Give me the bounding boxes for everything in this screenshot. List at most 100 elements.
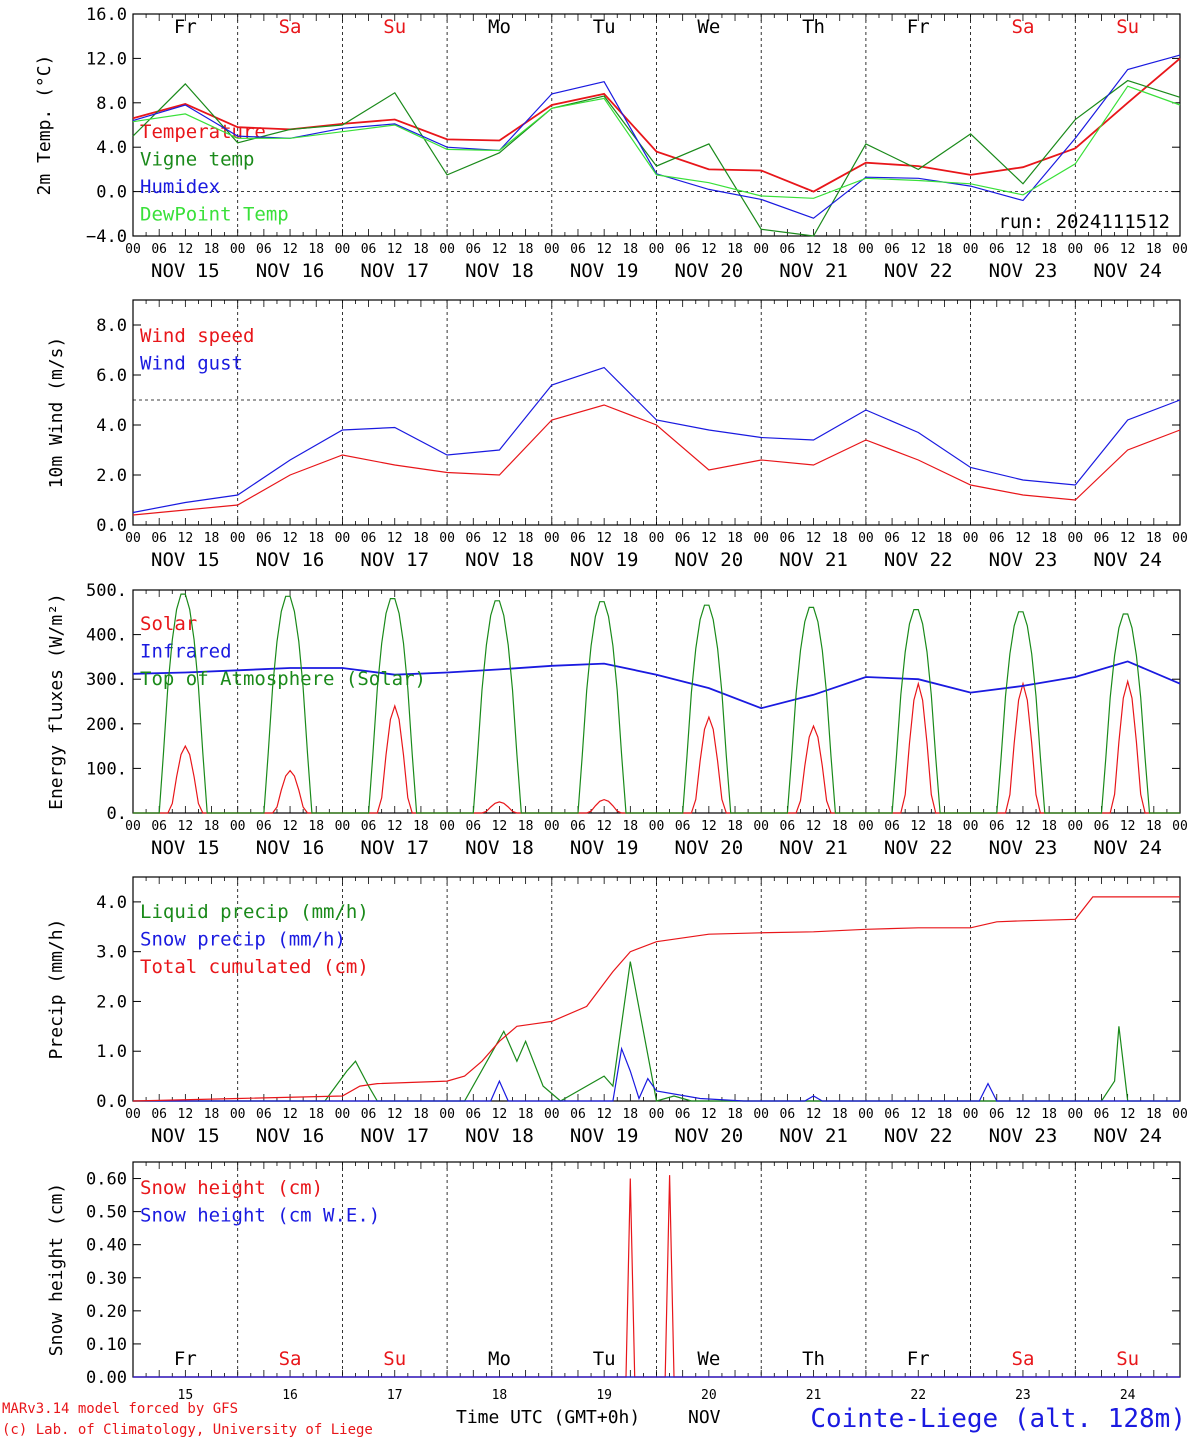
hour-label: 12: [492, 242, 508, 257]
date-label: NOV 18: [465, 260, 534, 282]
hour-label: 18: [727, 531, 743, 546]
series-line: [133, 961, 1180, 1102]
hour-label: 00: [230, 819, 246, 834]
date-label: NOV 18: [465, 549, 534, 571]
hour-label: 18: [1041, 531, 1057, 546]
hour-label: 00: [1172, 1107, 1188, 1122]
y-tick-label: 4.0: [96, 138, 127, 158]
hour-label: 00: [649, 242, 665, 257]
panel-1: −4.0 0.0 4.0 8.0 12.0 16.0 2m Temp. (°C) 00 06 12…: [34, 5, 1188, 282]
hour-label: 00: [753, 1107, 769, 1122]
hour-label: 12: [806, 1107, 822, 1122]
y-tick-label: 4.0: [96, 416, 127, 436]
weekday-label: Su: [1116, 16, 1139, 38]
y-tick-label: 0.0: [96, 516, 127, 536]
day-number: 23: [1015, 1388, 1031, 1403]
y-axis-label: 2m Temp. (°C): [34, 55, 55, 196]
hour-label: 18: [622, 242, 638, 257]
weekday-label: Sa: [279, 1348, 302, 1370]
date-label: NOV 22: [884, 1125, 953, 1147]
legend-label: Infrared: [140, 641, 232, 663]
hour-label: 18: [832, 531, 848, 546]
series-line: [132, 366, 1181, 514]
hour-label: 12: [1120, 819, 1136, 834]
hour-label: 06: [465, 242, 481, 257]
weekday-label: Tu: [593, 16, 616, 38]
date-label: NOV 20: [675, 549, 744, 571]
date-label: NOV 19: [570, 1125, 639, 1147]
hour-label: 18: [937, 1107, 953, 1122]
hour-label: 18: [413, 1107, 429, 1122]
hour-label: 12: [806, 819, 822, 834]
date-label: NOV 17: [360, 549, 429, 571]
hour-label: 00: [1172, 819, 1188, 834]
hour-label: 00: [125, 1107, 141, 1122]
hour-label: 12: [1015, 242, 1031, 257]
hour-label: 18: [308, 819, 324, 834]
hour-label: 12: [701, 531, 717, 546]
weekday-label: Tu: [593, 1348, 616, 1370]
hour-label: 06: [256, 819, 272, 834]
hour-label: 00: [125, 531, 141, 546]
legend-label: DewPoint Temp: [140, 204, 289, 226]
y-tick-label: 3.0: [96, 943, 127, 963]
date-label: NOV 15: [151, 549, 220, 571]
hour-label: 00: [544, 531, 560, 546]
plot-frame: [132, 299, 1181, 526]
y-tick-label: 16.0: [86, 5, 127, 25]
weekday-label: Fr: [174, 1348, 197, 1370]
y-tick-label: 0.60: [86, 1170, 127, 1190]
date-label: NOV 22: [884, 837, 953, 859]
hour-label: 12: [910, 531, 926, 546]
date-label: NOV 24: [1093, 837, 1162, 859]
y-tick-label: 8.0: [96, 316, 127, 336]
y-tick-label: 6.0: [96, 366, 127, 386]
hour-label: 06: [361, 819, 377, 834]
hour-label: 12: [701, 1107, 717, 1122]
y-axis-label: Energy fluxes (W/m²): [46, 593, 67, 810]
y-tick-label: 2.0: [96, 992, 127, 1012]
day-number: 19: [596, 1388, 612, 1403]
date-label: NOV 15: [151, 1125, 220, 1147]
hour-label: 06: [151, 531, 167, 546]
hour-label: 00: [1067, 1107, 1083, 1122]
hour-label: 00: [125, 819, 141, 834]
series-line: [132, 79, 1181, 237]
hour-label: 00: [439, 1107, 455, 1122]
hour-label: 12: [1015, 531, 1031, 546]
day-number: 16: [282, 1388, 298, 1403]
date-label: NOV 18: [465, 1125, 534, 1147]
series-line: [133, 593, 1180, 814]
hour-label: 18: [204, 1107, 220, 1122]
series-line: [132, 54, 1181, 219]
hour-label: 18: [518, 1107, 534, 1122]
hour-label: 18: [308, 1107, 324, 1122]
date-label: NOV 21: [779, 1125, 848, 1147]
hour-label: 18: [204, 242, 220, 257]
hour-label: 00: [649, 531, 665, 546]
plot-frame: [132, 589, 1181, 814]
hour-label: 18: [832, 242, 848, 257]
hour-label: 06: [570, 242, 586, 257]
hour-label: 00: [439, 819, 455, 834]
date-label: NOV 16: [256, 1125, 325, 1147]
hour-label: 00: [230, 531, 246, 546]
y-tick-label: 200.: [86, 715, 127, 735]
hour-label: 06: [256, 1107, 272, 1122]
legend-label: Vigne temp: [140, 149, 254, 171]
hour-label: 18: [727, 819, 743, 834]
hour-label: 06: [884, 819, 900, 834]
date-label: NOV 18: [465, 837, 534, 859]
date-label: NOV 21: [779, 549, 848, 571]
hour-label: 06: [780, 1107, 796, 1122]
hour-label: 12: [806, 242, 822, 257]
hour-label: 06: [361, 531, 377, 546]
hour-label: 18: [1041, 242, 1057, 257]
hour-label: 18: [413, 819, 429, 834]
y-tick-label: 2.0: [96, 466, 127, 486]
hour-label: 06: [989, 531, 1005, 546]
hour-label: 18: [937, 242, 953, 257]
series-line: [132, 896, 1180, 1102]
hour-label: 06: [151, 242, 167, 257]
hour-label: 12: [1120, 1107, 1136, 1122]
